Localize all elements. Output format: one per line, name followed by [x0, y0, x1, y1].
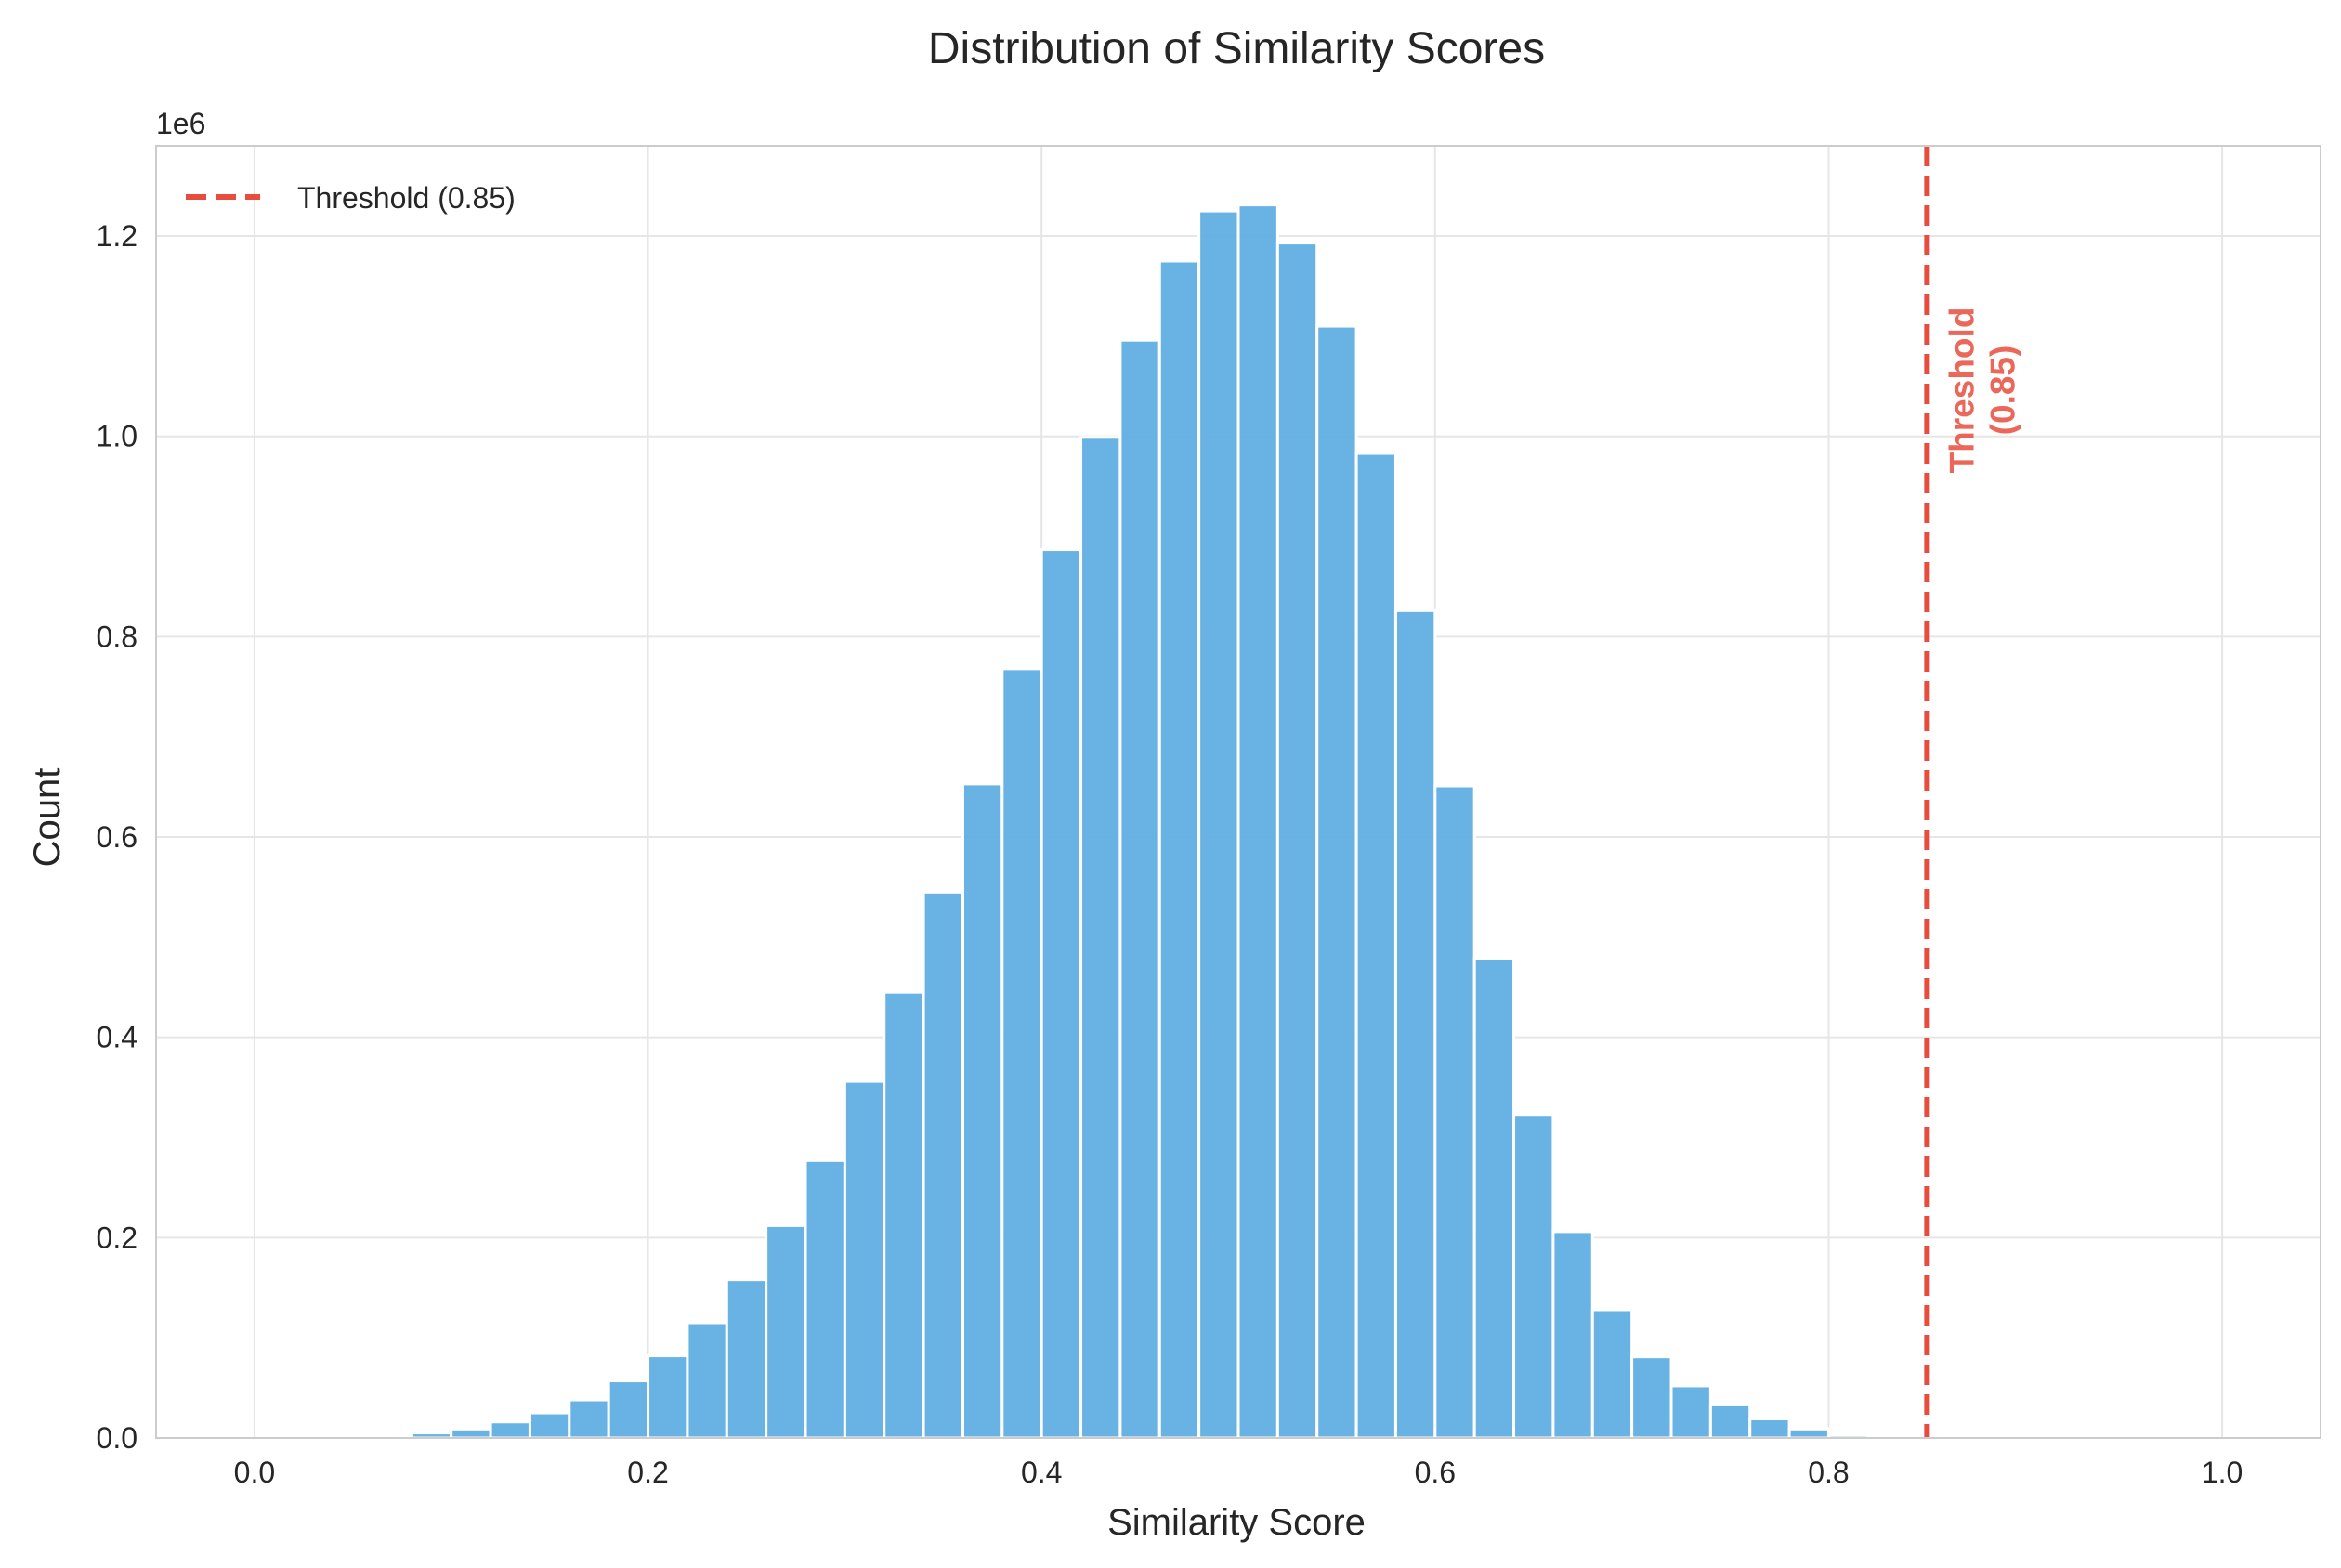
x-tick-label: 0.2 [627, 1456, 668, 1489]
x-tick-label: 1.0 [2202, 1456, 2243, 1489]
histogram-bar [1551, 1230, 1594, 1440]
histogram-bar [1472, 956, 1516, 1440]
histogram-bar [843, 1079, 886, 1440]
histogram-bar [883, 990, 925, 1440]
x-tick-label: 0.8 [1808, 1456, 1849, 1489]
x-tick-label: 0.0 [234, 1456, 275, 1489]
threshold-layer: Threshold (0.85) [1924, 146, 2021, 1438]
histogram-bar [804, 1158, 846, 1440]
histogram-bar [1393, 608, 1437, 1440]
histogram-bar [1512, 1113, 1555, 1440]
histogram-bar [1197, 209, 1240, 1440]
y-tick-label: 0.2 [97, 1221, 137, 1254]
histogram-bar [1590, 1308, 1634, 1440]
histogram-bar [1079, 436, 1122, 1440]
histogram-bar [1315, 324, 1358, 1440]
x-tick-labels: 0.0 0.2 0.4 0.6 0.8 1.0 [234, 1456, 2243, 1489]
histogram-bar [1236, 203, 1279, 1440]
histogram-bar [1000, 667, 1043, 1440]
histogram-bar [1433, 784, 1476, 1440]
histogram-bar [1118, 338, 1161, 1440]
histogram-bar [568, 1398, 610, 1440]
y-tick-label: 0.6 [97, 820, 137, 854]
histogram-bar [686, 1321, 728, 1440]
y-tick-label: 0.4 [97, 1021, 137, 1054]
histogram-bar [1748, 1418, 1791, 1440]
chart-title: Distribution of Similarity Scores [928, 24, 1545, 73]
y-tick-label: 1.2 [97, 219, 137, 253]
histogram-bar [922, 890, 964, 1440]
y-tick-labels: 0.0 0.2 0.4 0.6 0.8 1.0 1.2 [97, 219, 137, 1455]
histogram-bar [1708, 1403, 1752, 1440]
histogram-bar [961, 782, 1004, 1440]
histogram-bar [489, 1420, 531, 1440]
histogram-bar [1275, 242, 1319, 1440]
histogram-bar [1630, 1355, 1673, 1440]
histogram-bar [450, 1427, 492, 1440]
histogram-bar [1040, 548, 1083, 1440]
histogram-bar [1669, 1384, 1712, 1440]
x-tick-label: 0.6 [1415, 1456, 1456, 1489]
histogram-bar [725, 1278, 768, 1440]
x-axis-title: Similarity Score [1107, 1502, 1366, 1543]
plot-frame [155, 145, 2321, 1439]
y-axis-title: Count [27, 768, 68, 868]
histogram-bar [1787, 1427, 1830, 1440]
legend: Threshold (0.85) [186, 181, 516, 215]
histogram-bar [528, 1411, 571, 1440]
threshold-annotation-line: (0.85) [1983, 346, 2021, 436]
legend-threshold-label: Threshold (0.85) [297, 181, 516, 215]
y-tick-label: 1.0 [97, 420, 137, 453]
y-tick-label: 0.0 [97, 1421, 137, 1455]
x-tick-label: 0.4 [1021, 1456, 1062, 1489]
histogram-bar [647, 1354, 689, 1440]
y-scale-label: 1e6 [156, 107, 205, 140]
histogram-bar [607, 1379, 650, 1440]
histogram-bar [1354, 451, 1397, 1440]
histogram-bar [765, 1223, 807, 1440]
threshold-annotation-line: Threshold [1942, 307, 1981, 474]
histogram-bar [1157, 259, 1201, 1440]
y-tick-label: 0.8 [97, 620, 137, 653]
